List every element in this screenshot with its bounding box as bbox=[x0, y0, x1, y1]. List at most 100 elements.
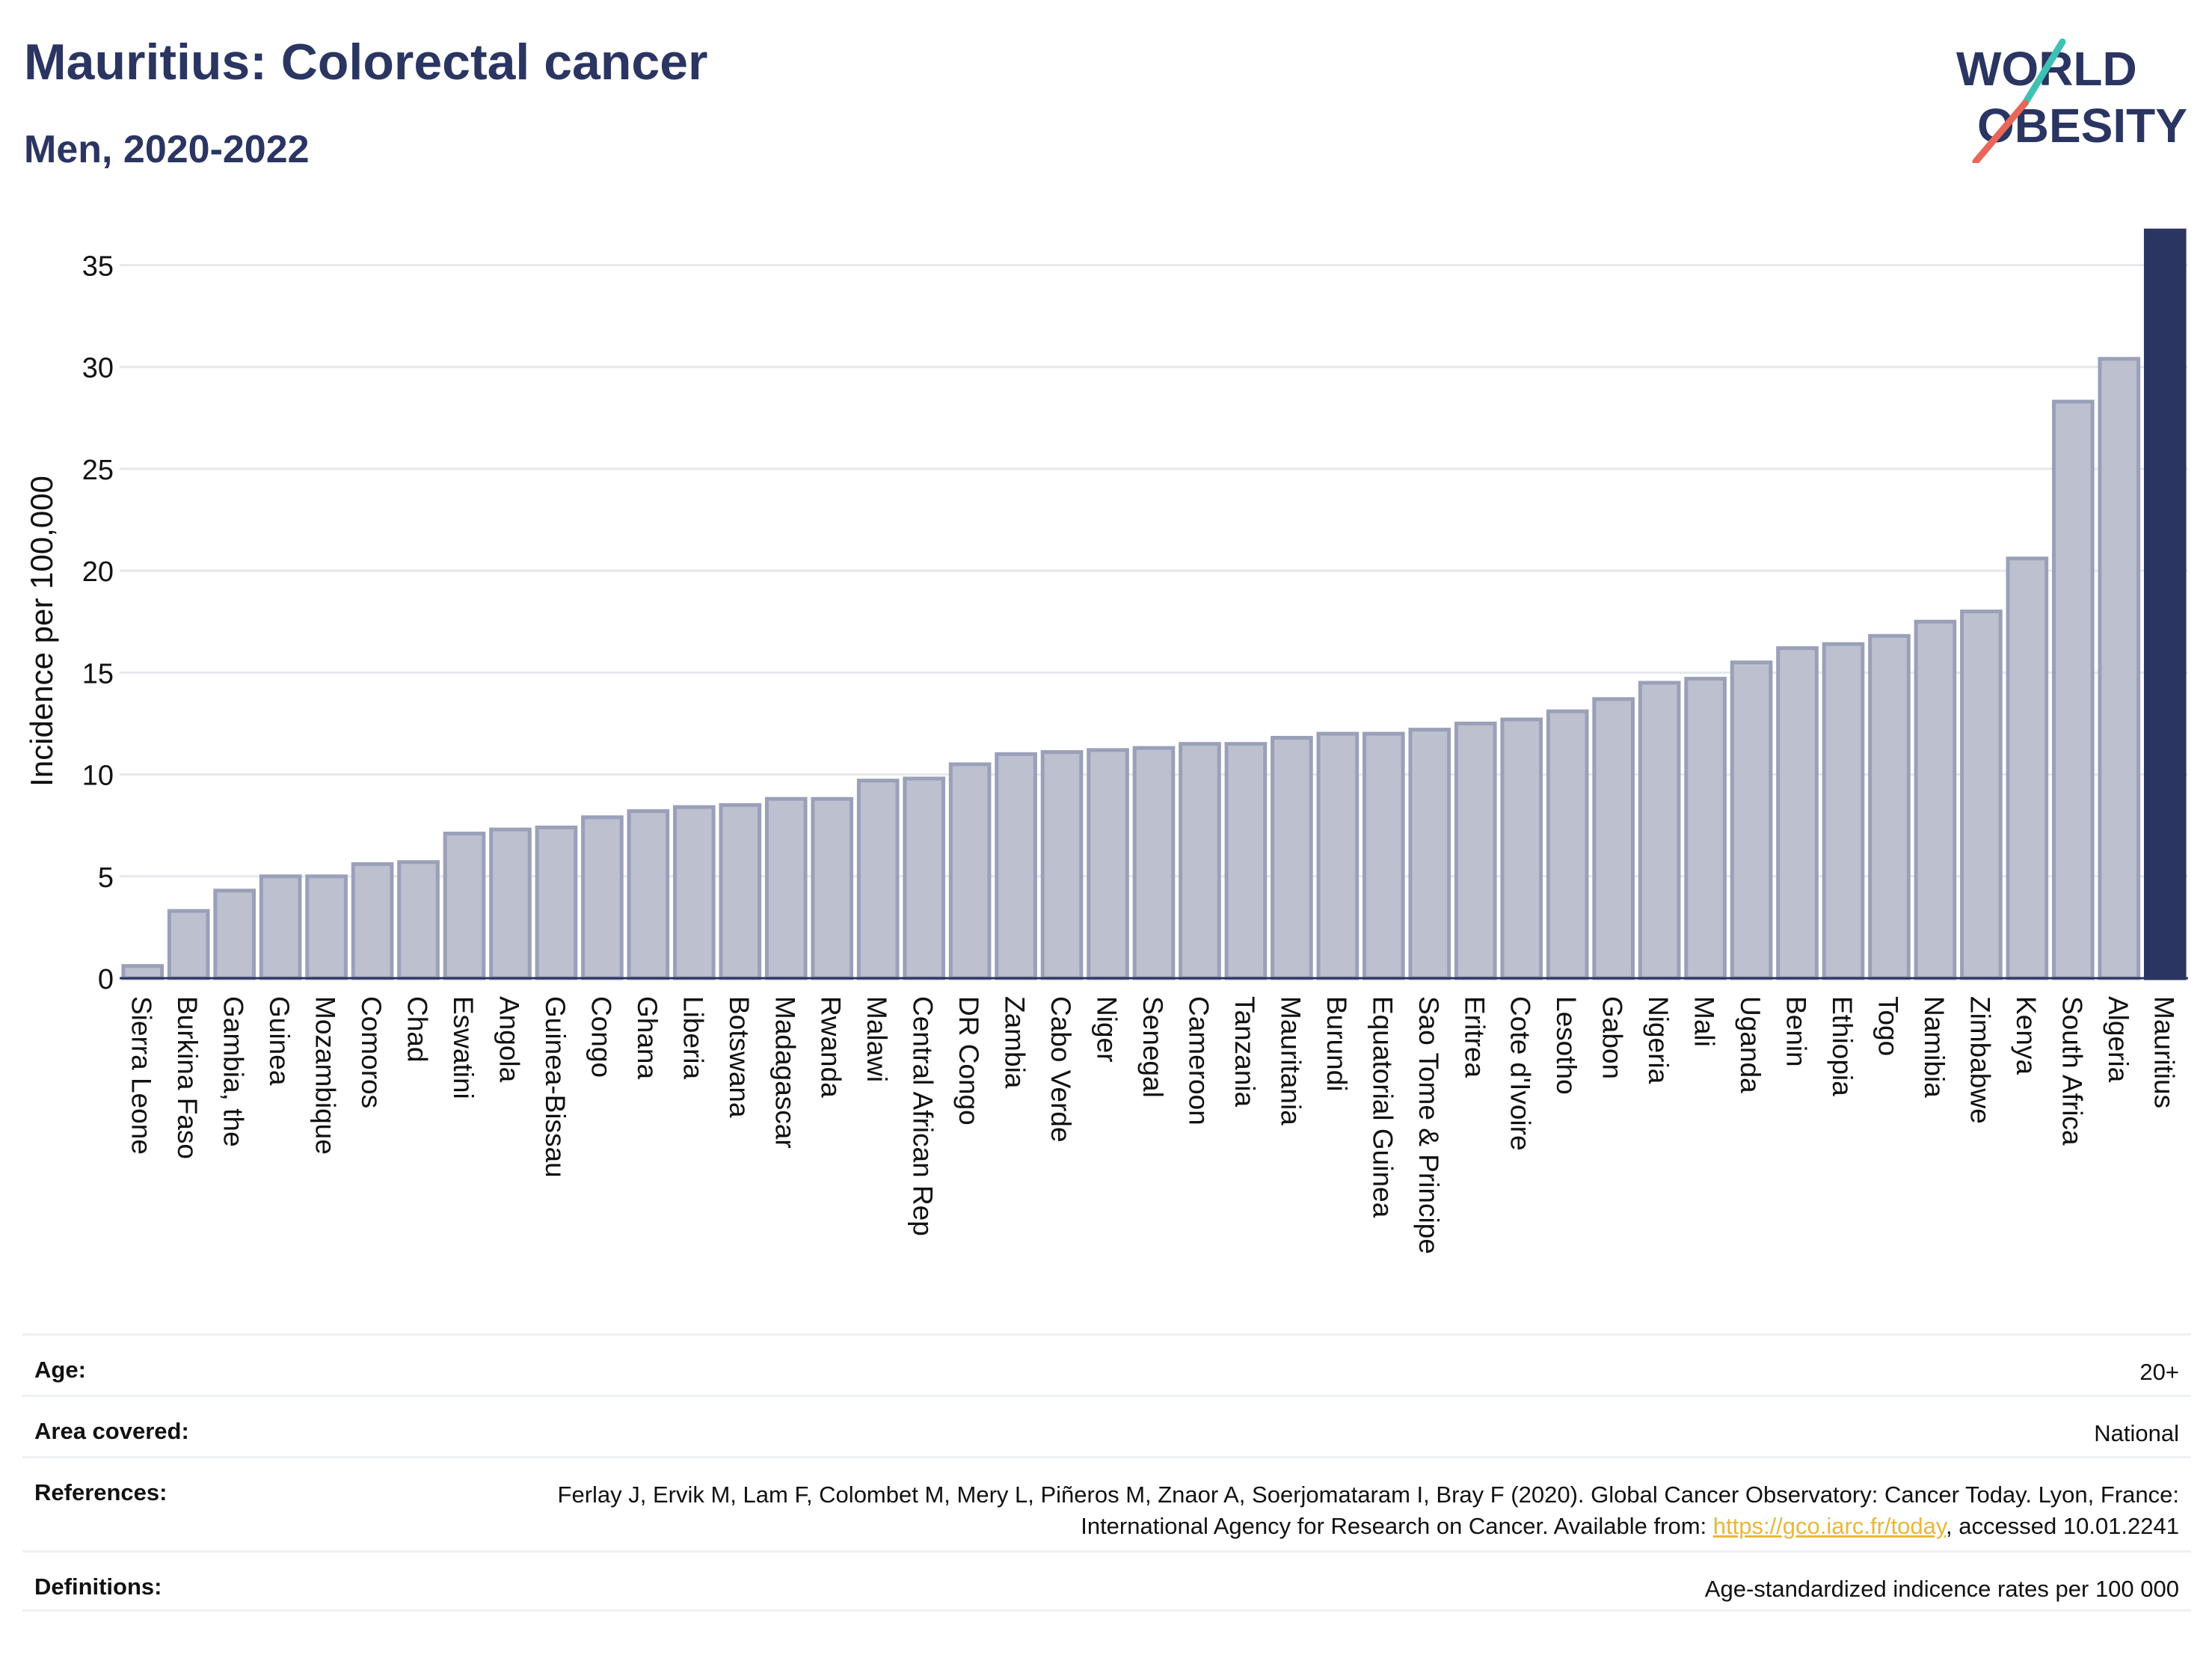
bar bbox=[1592, 697, 1635, 980]
references-label: References: bbox=[34, 1479, 168, 1505]
bar bbox=[1960, 610, 2003, 980]
x-tick-label: Burkina Faso bbox=[172, 996, 203, 1159]
age-value: 20+ bbox=[2139, 1359, 2179, 1385]
meta-row-age: Age: 20+ bbox=[22, 1333, 2191, 1395]
x-tick-label: Senegal bbox=[1137, 996, 1168, 1098]
logo-line2: OBESITY bbox=[1977, 99, 2187, 153]
y-axis-title: Incidence per 100,000 bbox=[24, 476, 59, 787]
bar bbox=[995, 752, 1037, 980]
bar bbox=[121, 964, 165, 980]
area-label: Area covered: bbox=[34, 1418, 189, 1444]
x-tick-label: South Africa bbox=[2056, 996, 2087, 1146]
bar bbox=[1730, 660, 1773, 980]
x-tick-label: Liberia bbox=[678, 996, 708, 1079]
bar bbox=[1546, 709, 1589, 980]
x-tick-label: Zimbabwe bbox=[1964, 996, 1995, 1124]
x-tick-label: Mauritius bbox=[2148, 996, 2179, 1108]
x-tick-label: Comoros bbox=[356, 996, 387, 1108]
bar bbox=[856, 779, 900, 980]
bar bbox=[1684, 677, 1727, 980]
bar bbox=[2143, 228, 2187, 980]
x-tick-label: Sierra Leone bbox=[126, 996, 157, 1155]
meta-row-definitions: Definitions: Age-standardized indicence … bbox=[22, 1550, 2191, 1612]
bar bbox=[1179, 742, 1221, 980]
x-tick-label: Madagascar bbox=[769, 996, 800, 1149]
bar bbox=[535, 825, 578, 980]
bar bbox=[1822, 642, 1865, 980]
bar bbox=[1087, 748, 1129, 980]
bar bbox=[903, 776, 945, 980]
references-value: Ferlay J, Ervik M, Lam F, Colombet M, Me… bbox=[534, 1479, 2179, 1542]
bar bbox=[719, 802, 762, 980]
x-tick-label: Ghana bbox=[632, 996, 663, 1080]
bar bbox=[443, 832, 486, 980]
bar bbox=[1224, 742, 1268, 980]
bar-chart: 0 5 10 15 20 25 30 35 Sierra Leone Burkina Faso Ga… bbox=[24, 228, 2188, 1254]
bar bbox=[1132, 746, 1176, 980]
bar bbox=[1914, 619, 1957, 980]
bar bbox=[1454, 721, 1497, 980]
references-link[interactable]: https://gco.iarc.fr/today bbox=[1712, 1513, 1947, 1539]
chart-title: Mauritius: Colorectal cancer bbox=[24, 34, 708, 90]
y-tick-label: 25 bbox=[82, 455, 114, 486]
x-tick-label: Kenya bbox=[2011, 996, 2042, 1075]
x-tick-label: Uganda bbox=[1735, 996, 1766, 1093]
metadata-table: Age: 20+ Area covered: National Referenc… bbox=[22, 1333, 2191, 1612]
x-tick-label: Togo bbox=[1872, 996, 1903, 1056]
bar bbox=[948, 762, 992, 980]
bar bbox=[627, 809, 670, 980]
x-tick-label: Burundi bbox=[1321, 996, 1352, 1092]
x-tick-label: Algeria bbox=[2103, 996, 2133, 1083]
meta-row-references: References: Ferlay J, Ervik M, Lam F, Co… bbox=[22, 1456, 2191, 1550]
x-tick-label: Gabon bbox=[1597, 996, 1628, 1079]
bar bbox=[1638, 681, 1681, 980]
x-tick-label: Ethiopia bbox=[1827, 996, 1858, 1096]
bar bbox=[1040, 750, 1084, 980]
x-tick-label: Cote d'Ivoire bbox=[1505, 996, 1536, 1151]
area-value: National bbox=[2094, 1420, 2179, 1446]
x-tick-label: Rwanda bbox=[816, 996, 847, 1098]
y-tick-label: 35 bbox=[82, 251, 114, 282]
chart-subtitle: Men, 2020-2022 bbox=[24, 128, 310, 171]
x-tick-label: Niger bbox=[1092, 996, 1122, 1062]
references-text: Ferlay J, Ervik M, Lam F, Colombet M, Me… bbox=[557, 1481, 2179, 1539]
y-tick-label: 15 bbox=[82, 658, 114, 690]
x-tick-label: Botswana bbox=[724, 996, 755, 1118]
x-tick-label: Zambia bbox=[1000, 996, 1030, 1089]
bar bbox=[167, 909, 210, 980]
bar bbox=[305, 874, 348, 980]
references-accessed: , accessed 10.01.2241 bbox=[1946, 1513, 2179, 1539]
bar bbox=[2052, 399, 2095, 980]
x-tick-label: Sao Tome & Principe bbox=[1413, 996, 1444, 1254]
x-tick-label: Angola bbox=[494, 996, 524, 1083]
logo-slash-red bbox=[1972, 99, 2029, 163]
definitions-value: Age-standardized indicence rates per 100… bbox=[1704, 1576, 2179, 1602]
bar bbox=[259, 874, 302, 980]
bar bbox=[397, 860, 440, 980]
x-tick-label: Eswatini bbox=[448, 996, 479, 1099]
x-tick-label: Gambia, the bbox=[218, 996, 249, 1147]
y-tick-label: 10 bbox=[82, 761, 114, 792]
bar bbox=[489, 827, 532, 980]
x-tick-label: Tanzania bbox=[1229, 996, 1260, 1108]
age-label: Age: bbox=[34, 1357, 86, 1383]
y-tick-label: 5 bbox=[98, 862, 114, 894]
bar bbox=[1868, 633, 1911, 980]
x-tick-label: Malawi bbox=[861, 996, 892, 1082]
y-tick-label: 30 bbox=[82, 353, 114, 384]
bar bbox=[673, 805, 716, 980]
bar bbox=[1271, 736, 1313, 980]
x-tick-label: Mali bbox=[1689, 996, 1720, 1047]
x-tick-label: Cameroon bbox=[1183, 996, 1214, 1126]
definitions-label: Definitions: bbox=[34, 1573, 162, 1600]
y-tick-label: 20 bbox=[82, 556, 114, 588]
x-tick-label: Congo bbox=[586, 996, 616, 1078]
bar bbox=[2098, 357, 2141, 980]
y-tick-label: 0 bbox=[98, 964, 114, 995]
bar bbox=[213, 888, 256, 980]
x-tick-label: Eritrea bbox=[1459, 996, 1490, 1078]
x-tick-label: Mozambique bbox=[310, 996, 341, 1155]
bar bbox=[1316, 731, 1360, 980]
x-tick-label: Benin bbox=[1781, 996, 1812, 1067]
bar bbox=[1500, 717, 1543, 980]
